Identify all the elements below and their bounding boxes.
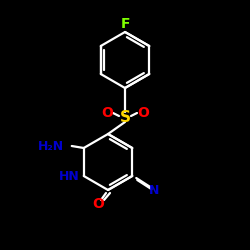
Text: O: O [101, 106, 113, 120]
Text: S: S [120, 110, 130, 124]
Text: H₂N: H₂N [38, 140, 64, 152]
Text: F: F [120, 17, 130, 31]
Text: HN: HN [59, 170, 80, 182]
Text: O: O [92, 197, 104, 211]
Text: N: N [149, 184, 160, 196]
Text: O: O [137, 106, 149, 120]
